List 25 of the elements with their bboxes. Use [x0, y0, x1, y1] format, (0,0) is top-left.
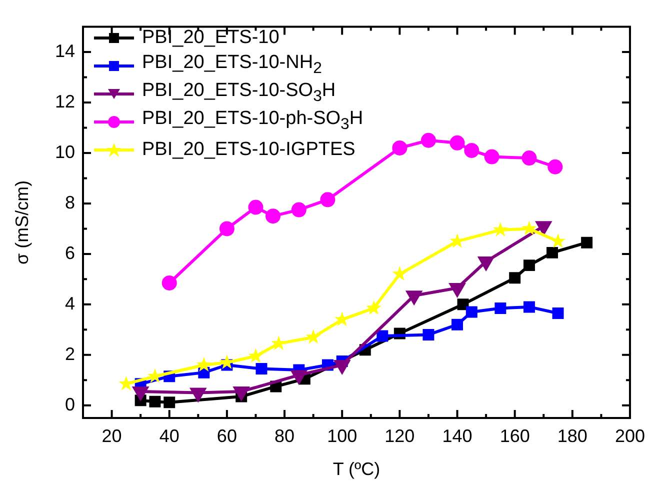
- x-tick-label: 200: [614, 426, 646, 446]
- y-tick-label: 4: [64, 293, 75, 314]
- x-axis-title: T (ºC): [332, 459, 380, 480]
- x-tick-label: 100: [327, 426, 358, 446]
- x-tick-label: 140: [442, 426, 472, 446]
- legend-label: PBI_20_ETS-10-NH$_{2}$: [142, 52, 322, 77]
- y-tick-label: 2: [64, 344, 75, 364]
- legend-label: PBI_20_ETS-10-ph-SO$_{3}$H: [142, 107, 364, 135]
- x-tick-label: 120: [384, 426, 415, 446]
- y-axis-title: σ (mS/cm): [12, 180, 32, 264]
- x-tick-label: 20: [102, 426, 122, 446]
- x-tick-label: 40: [159, 426, 180, 446]
- x-tick-label: 60: [216, 426, 237, 446]
- x-tick-label: 160: [500, 426, 530, 446]
- y-tick-label: 0: [64, 394, 75, 414]
- y-tick-label: 14: [54, 41, 75, 62]
- legend-label: PBI_20_ETS-10: [142, 26, 280, 50]
- legend-label: PBI_20_ETS-10-IGPTES: [142, 138, 356, 162]
- y-tick-label: 6: [64, 242, 75, 263]
- x-tick-label: 180: [557, 426, 588, 446]
- legend-label: PBI_20_ETS-10-SO$_{3}$H: [142, 80, 336, 105]
- y-tick-label: 8: [64, 192, 75, 212]
- y-tick-label: 10: [54, 142, 75, 162]
- y-tick-label: 12: [54, 91, 75, 112]
- x-tick-label: 80: [274, 426, 295, 446]
